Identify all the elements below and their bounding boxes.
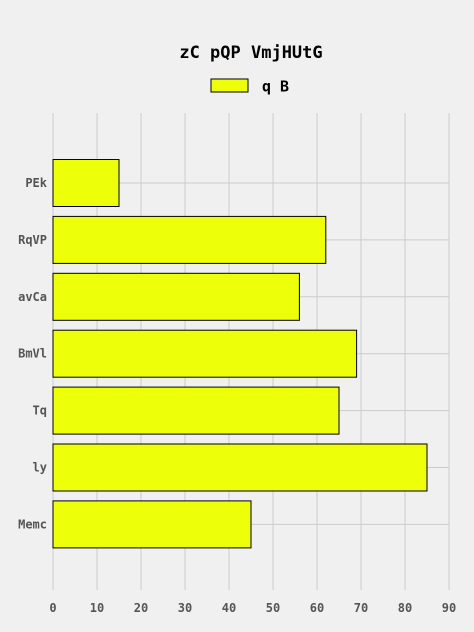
bars <box>52 159 428 549</box>
x-tick-label: 10 <box>90 601 104 615</box>
bar <box>52 386 340 435</box>
y-tick-label: BmVl <box>18 347 47 361</box>
x-tick-label: 70 <box>354 601 368 615</box>
chart-title: zC pQP VmjHUtG <box>179 43 322 63</box>
x-tick-label: 60 <box>310 601 324 615</box>
bar <box>52 329 358 378</box>
y-tick-label: Memc <box>18 517 47 531</box>
y-tick-label: RqVP <box>18 233 47 247</box>
x-tick-label: 0 <box>49 601 56 615</box>
bar <box>52 272 300 321</box>
legend-swatch <box>210 78 249 93</box>
y-tick-label: Tq <box>33 404 47 418</box>
x-axis: 0 10 20 30 40 50 60 70 80 90 <box>49 601 456 615</box>
y-tick-label: ly <box>33 461 47 475</box>
x-tick-label: 40 <box>222 601 236 615</box>
x-tick-label: 80 <box>398 601 412 615</box>
x-tick-label: 30 <box>178 601 192 615</box>
y-tick-label: PEk <box>25 176 47 190</box>
bar <box>52 500 252 549</box>
y-tick-label: avCa <box>18 290 47 304</box>
x-tick-label: 50 <box>266 601 280 615</box>
bar <box>52 159 120 207</box>
x-tick-label: 90 <box>442 601 456 615</box>
legend-label: q B <box>262 78 289 96</box>
x-tick-label: 20 <box>134 601 148 615</box>
legend: q B <box>210 78 289 96</box>
bar <box>52 215 327 264</box>
bar <box>52 443 428 492</box>
y-axis: PEk RqVP avCa BmVl Tq ly Memc <box>18 176 48 531</box>
